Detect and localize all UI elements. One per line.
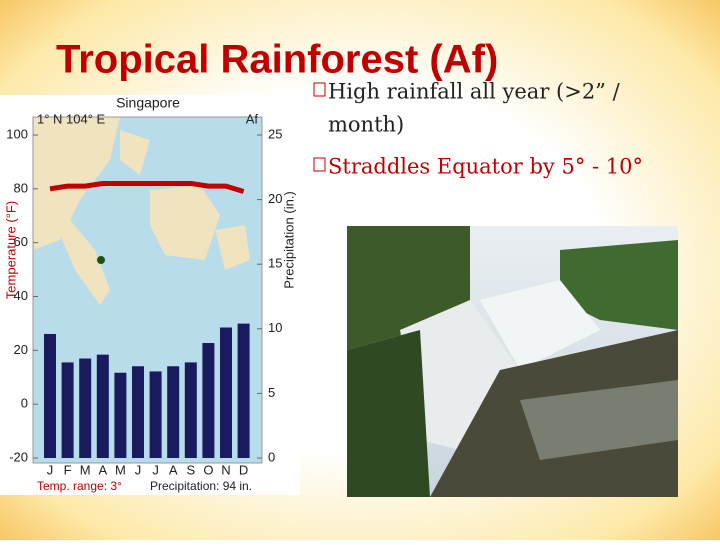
precip-bar <box>184 362 197 458</box>
precip-bar <box>149 371 162 458</box>
chart-title: Singapore <box>116 95 180 111</box>
bullet-text: High rainfall all year (>2” / <box>328 80 621 104</box>
y-tick-label: 100 <box>6 126 28 141</box>
y-axis-label: Temperature (°F) <box>3 201 18 299</box>
precip-bar <box>132 366 144 458</box>
precip-bar <box>220 327 232 458</box>
y2-tick-label: 15 <box>268 256 282 271</box>
bullet-text: month) <box>328 113 404 137</box>
y2-axis-label: Precipitation (in.) <box>281 191 296 289</box>
location: 1° N 104° E <box>37 111 106 126</box>
precip-bar <box>44 333 56 458</box>
footer-right: Precipitation: 94 in. <box>150 479 252 493</box>
precip-bar <box>61 362 74 458</box>
y2-tick-label: 25 <box>268 126 282 141</box>
precip-bar <box>237 323 250 458</box>
y-tick-label: 60 <box>14 234 28 249</box>
x-tick-label: F <box>64 462 72 477</box>
photo <box>347 226 678 497</box>
precip-bar <box>79 358 92 458</box>
x-tick-label: M <box>80 462 91 477</box>
y-tick-label: 0 <box>21 396 28 411</box>
x-tick-label: S <box>186 462 195 477</box>
x-tick-label: J <box>47 462 54 477</box>
temp-line <box>49 180 245 194</box>
y-tick-label: 80 <box>14 180 28 195</box>
precip-bar <box>114 372 127 458</box>
x-tick-label: J <box>152 462 159 477</box>
footer-left: Temp. range: 3° <box>37 479 122 493</box>
x-tick-label: A <box>98 462 107 477</box>
x-tick-label: A <box>169 462 178 477</box>
bullet <box>313 82 326 97</box>
x-tick-label: N <box>221 462 230 477</box>
y-tick-label: 40 <box>14 288 28 303</box>
y2-tick-label: 0 <box>268 449 275 464</box>
slide-title: Tropical Rainforest (Af) <box>56 38 498 82</box>
x-tick-label: O <box>203 462 213 477</box>
y-tick-label: -20 <box>9 449 28 464</box>
chart: Singapore 1° N 104° E Af Temperature (°F) Pr… <box>3 95 296 493</box>
precip-bar <box>167 366 180 458</box>
y2-tick-label: 20 <box>268 191 282 206</box>
y2-tick-label: 10 <box>268 320 282 335</box>
x-tick-label: J <box>135 462 142 477</box>
y2-tick-label: 5 <box>268 385 275 400</box>
precip-bar <box>96 354 109 458</box>
plot-frame <box>32 116 263 464</box>
x-tick-label: M <box>115 462 126 477</box>
y-tick-label: 20 <box>14 342 28 357</box>
bullet-text: Straddles Equator by 5° - 10° <box>328 155 643 179</box>
x-tick-label: D <box>239 462 248 477</box>
bullet <box>313 157 326 172</box>
climate-code: Af <box>246 111 259 126</box>
precip-bar <box>202 343 215 458</box>
